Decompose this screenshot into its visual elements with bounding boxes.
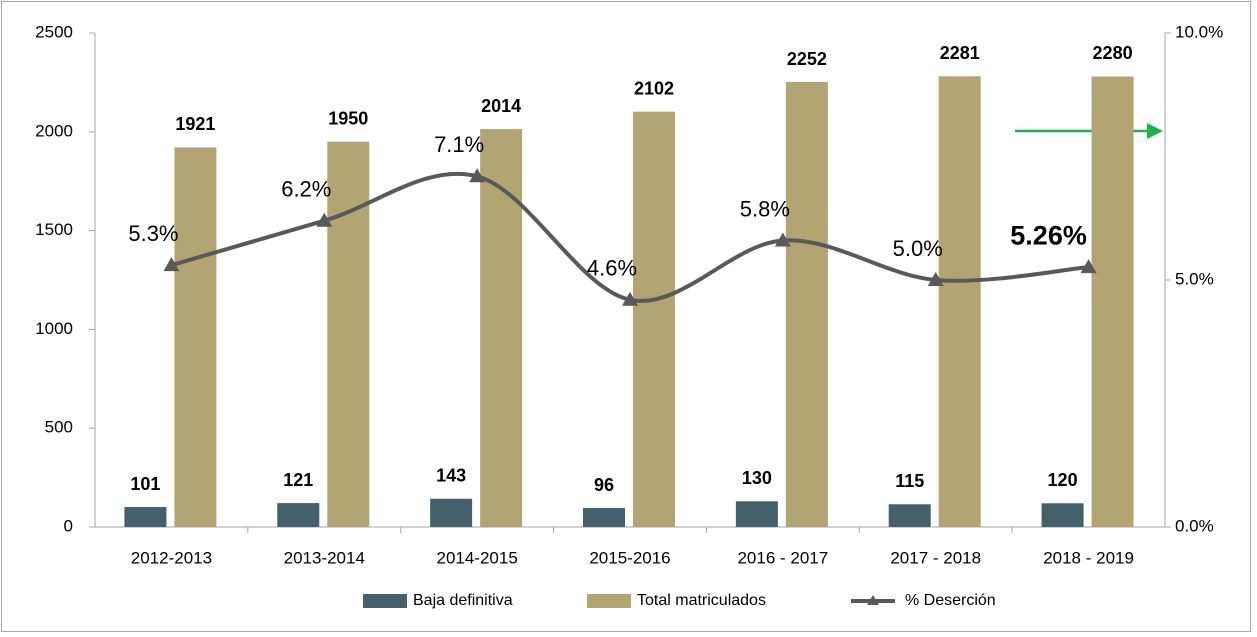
bar — [735, 501, 778, 527]
bar-value-label: 101 — [130, 474, 160, 494]
bar — [327, 141, 370, 527]
line-value-label: 6.2% — [281, 177, 331, 202]
bar-value-label: 2252 — [787, 49, 827, 69]
line-marker — [927, 272, 944, 286]
legend-swatch — [587, 594, 631, 608]
line-value-label: 5.26% — [1010, 220, 1087, 250]
x-tick-label: 2014-2015 — [436, 548, 517, 567]
bar-value-label: 121 — [283, 470, 313, 490]
line-value-label: 4.6% — [587, 256, 637, 281]
bar-value-label: 115 — [895, 471, 924, 491]
bar — [785, 82, 828, 528]
x-tick-label: 2013-2014 — [284, 548, 365, 567]
bar-value-label: 120 — [1048, 470, 1078, 490]
bar-value-label: 2280 — [1093, 43, 1133, 63]
y2-tick-label: 10.0% — [1175, 22, 1223, 41]
bar-value-label: 2281 — [940, 43, 980, 63]
y-tick-label: 2000 — [35, 121, 73, 140]
bar-value-label: 1950 — [328, 108, 368, 128]
line-marker — [774, 232, 791, 247]
legend-marker — [867, 595, 879, 605]
x-tick-label: 2015-2016 — [589, 548, 670, 567]
line-marker — [316, 212, 333, 227]
bar — [1041, 503, 1084, 527]
bar-value-label: 1921 — [175, 114, 215, 134]
bar-value-label: 130 — [742, 468, 772, 488]
legend-label: % Deserción — [905, 592, 996, 609]
bar — [938, 76, 981, 527]
legend-label: Total matriculados — [637, 592, 766, 609]
bar — [583, 508, 625, 527]
bar — [277, 503, 320, 527]
line-value-label: 5.8% — [740, 196, 790, 221]
y-tick-label: 2500 — [35, 22, 73, 41]
bar — [1091, 76, 1134, 528]
legend-label: Baja definitiva — [413, 592, 513, 609]
bar-value-label: 2014 — [481, 96, 521, 116]
y-tick-label: 500 — [45, 418, 73, 437]
y2-tick-label: 0.0% — [1175, 516, 1214, 535]
y-tick-label: 1000 — [35, 319, 73, 338]
y-tick-label: 0 — [64, 516, 73, 535]
x-tick-label: 2018 - 2019 — [1043, 548, 1134, 567]
legend-swatch — [363, 594, 407, 608]
line-value-label: 7.1% — [434, 132, 484, 157]
bar — [633, 111, 675, 527]
y-tick-label: 1500 — [35, 220, 73, 239]
line-marker — [622, 291, 638, 306]
x-tick-label: 2012-2013 — [131, 548, 212, 567]
y2-tick-label: 5.0% — [1175, 269, 1214, 288]
bar-value-label: 143 — [436, 465, 466, 485]
bar — [480, 129, 523, 527]
line-marker — [1080, 259, 1097, 274]
x-tick-label: 2017 - 2018 — [890, 548, 981, 567]
bar — [430, 498, 473, 527]
line-value-label: 5.0% — [893, 236, 943, 261]
line-marker — [163, 257, 180, 272]
bar-value-label: 2102 — [634, 78, 674, 98]
line-marker — [469, 168, 486, 183]
line-value-label: 5.3% — [128, 221, 178, 246]
bar — [174, 147, 217, 527]
bar — [124, 507, 167, 527]
bar-value-label: 96 — [594, 475, 614, 495]
annotation-arrow-head — [1147, 123, 1163, 139]
bar — [888, 504, 931, 527]
x-tick-label: 2016 - 2017 — [737, 548, 828, 567]
